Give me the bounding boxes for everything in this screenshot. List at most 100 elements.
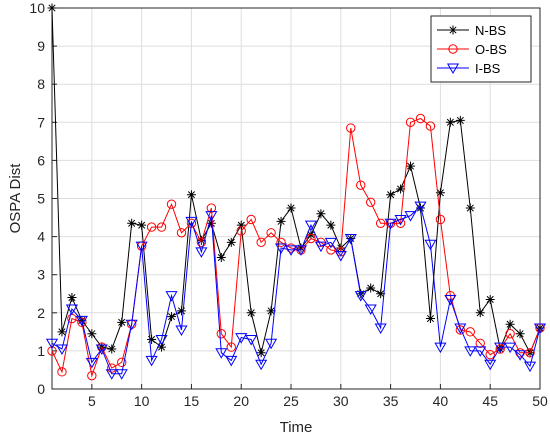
data-point-n-bs [296, 243, 306, 253]
x-axis-label: Time [280, 419, 313, 436]
data-point-n-bs [87, 329, 97, 339]
y-axis-label: OSPA Dist [7, 163, 24, 234]
data-point-i-bs [464, 346, 477, 357]
series-i-bs [45, 201, 547, 380]
data-point-n-bs [147, 334, 157, 344]
data-point-i-bs [374, 323, 387, 335]
data-point-o-bs [356, 180, 366, 190]
data-point-o-bs [196, 237, 207, 248]
data-point-i-bs [215, 348, 228, 359]
data-point-o-bs [346, 123, 356, 133]
data-point-i-bs [175, 325, 188, 336]
data-point-i-bs [85, 357, 98, 369]
y-tick-label: 7 [37, 114, 45, 130]
data-point-n-bs [226, 237, 236, 247]
data-point-o-bs [276, 237, 286, 248]
data-point-i-bs [105, 369, 118, 380]
data-point-i-bs [245, 334, 258, 346]
data-point-n-bs [107, 344, 117, 354]
data-point-n-bs [216, 253, 226, 263]
y-tick-label: 10 [29, 0, 45, 16]
data-point-i-bs [125, 319, 138, 331]
legend-label-n-bs: N-BS [475, 23, 506, 38]
data-point-i-bs [185, 216, 198, 228]
data-point-o-bs [156, 222, 167, 232]
x-tick-label: 40 [433, 393, 449, 409]
data-point-n-bs [465, 203, 475, 213]
data-point-o-bs [256, 237, 266, 248]
y-tick-label: 0 [37, 381, 45, 397]
data-point-i-bs [235, 333, 248, 344]
legend: N-BS O-BS I-BS [430, 15, 532, 83]
data-point-i-bs [165, 291, 178, 302]
series-layer [45, 3, 547, 381]
data-point-i-bs [454, 323, 467, 335]
data-point-n-bs [276, 216, 286, 226]
data-point-n-bs [475, 308, 485, 318]
data-point-o-bs [495, 344, 505, 354]
data-point-o-bs [216, 329, 227, 339]
data-point-i-bs [324, 237, 337, 249]
data-point-o-bs [435, 214, 446, 225]
data-point-o-bs [485, 350, 495, 360]
data-point-o-bs [326, 245, 336, 255]
data-point-i-bs [145, 355, 158, 367]
y-tick-label: 9 [37, 38, 45, 54]
data-point-o-bs [176, 228, 187, 238]
data-point-o-bs [365, 197, 376, 208]
legend-marker-o-bs [448, 44, 458, 54]
data-point-n-bs [246, 308, 256, 318]
data-point-n-bs [406, 161, 416, 171]
data-point-n-bs [256, 348, 266, 358]
data-point-n-bs [326, 220, 336, 230]
data-point-i-bs [205, 211, 218, 222]
data-point-o-bs [186, 218, 197, 228]
data-point-i-bs [384, 218, 397, 230]
data-point-o-bs [246, 214, 256, 225]
data-point-o-bs [525, 348, 535, 358]
data-point-o-bs [146, 222, 157, 232]
data-point-i-bs [255, 359, 268, 371]
data-point-n-bs [137, 220, 147, 230]
legend-label-i-bs: I-BS [475, 61, 501, 76]
data-point-i-bs [195, 247, 208, 258]
data-point-o-bs [475, 338, 485, 348]
series-line-i-bs [51, 205, 541, 375]
data-point-o-bs [117, 357, 127, 368]
y-tick-label: 4 [37, 229, 45, 245]
data-point-i-bs [274, 243, 288, 255]
data-point-i-bs [314, 241, 327, 253]
data-point-i-bs [284, 245, 298, 256]
y-tick-label: 2 [37, 305, 45, 321]
data-point-i-bs [115, 369, 128, 380]
data-point-i-bs [65, 304, 78, 315]
data-point-o-bs [306, 233, 316, 244]
data-point-n-bs [505, 319, 515, 329]
y-tick-label: 6 [37, 152, 45, 168]
y-tick-label: 5 [37, 191, 45, 207]
data-point-n-bs [57, 327, 67, 337]
data-point-n-bs [485, 294, 495, 304]
data-point-n-bs [425, 314, 435, 324]
data-point-n-bs [266, 306, 276, 316]
data-point-o-bs [47, 346, 57, 356]
data-point-i-bs [304, 220, 318, 232]
data-point-i-bs [364, 304, 377, 315]
x-tick-label: 45 [482, 393, 498, 409]
data-point-o-bs [206, 203, 217, 213]
data-point-i-bs [155, 334, 168, 346]
data-point-n-bs [186, 190, 196, 200]
data-point-o-bs [166, 199, 177, 209]
x-tick-label: 5 [88, 393, 96, 409]
x-tick-label: 30 [333, 393, 349, 409]
data-point-n-bs [206, 218, 216, 228]
data-point-i-bs [404, 211, 417, 222]
data-point-o-bs [57, 367, 67, 377]
data-point-n-bs [435, 188, 445, 198]
y-tick-label: 3 [37, 267, 45, 283]
data-point-n-bs [386, 190, 396, 200]
data-point-i-bs [135, 241, 148, 253]
data-point-o-bs [87, 370, 97, 381]
x-tick-label: 20 [233, 393, 249, 409]
